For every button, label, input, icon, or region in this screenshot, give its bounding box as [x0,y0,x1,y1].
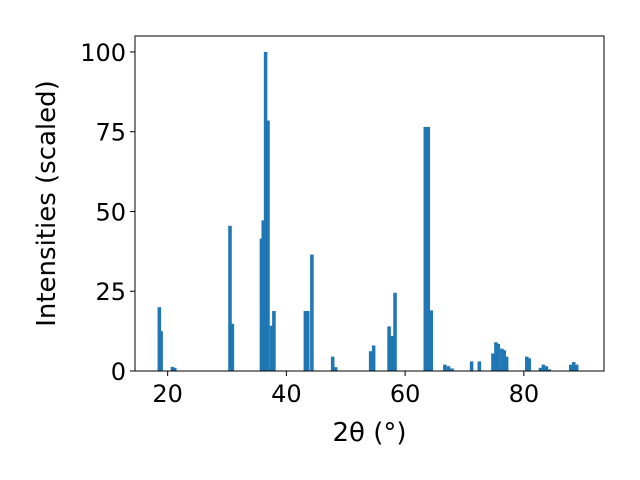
y-tick-label: 100 [80,39,126,67]
bar [310,254,314,371]
bar [477,361,482,371]
bar [429,310,434,371]
bar [494,342,498,371]
bar [496,343,501,371]
bar [272,311,276,371]
bar [469,361,474,371]
bar [263,51,268,371]
x-tick-label: 20 [152,380,183,408]
bar [547,369,552,371]
bar [525,356,529,371]
x-axis-ticks: 20 40 60 80 [152,371,539,408]
bar [159,331,163,371]
x-tick-label: 60 [390,380,421,408]
bar [446,366,451,371]
bar [390,335,394,371]
bar [230,323,235,371]
y-tick-label: 0 [111,358,126,386]
bar [228,225,232,371]
bar [500,348,504,371]
bar [568,364,573,371]
bar [303,311,308,371]
bar [571,362,576,371]
bar [502,350,507,371]
bar [371,345,376,371]
bars-group [157,51,579,372]
bar [574,364,579,371]
x-tick-label: 40 [271,380,302,408]
bar [170,366,175,371]
bar [393,292,397,371]
bar [443,364,447,371]
bar [330,356,335,371]
y-axis-label: Intensities (scaled) [32,80,62,327]
bar [527,358,531,371]
bar [538,367,543,371]
y-tick-label: 75 [95,119,126,147]
y-tick-label: 25 [95,278,126,306]
bar [541,364,546,371]
bar [426,126,431,372]
bar [266,120,270,371]
bar [450,368,454,371]
bar [504,356,509,371]
bar [423,126,428,372]
y-tick-label: 50 [95,198,126,226]
bar [305,311,310,371]
bar [491,353,495,371]
x-tick-label: 80 [509,380,540,408]
bar [261,220,266,371]
bar [368,351,373,371]
bar [333,367,338,371]
bar [544,366,549,371]
plot-frame [134,35,605,372]
bar [269,325,274,371]
bar [387,326,391,371]
y-axis-ticks: 0 25 50 75 100 [80,39,135,386]
x-axis-label: 2θ (°) [332,418,406,448]
bar [172,367,177,371]
